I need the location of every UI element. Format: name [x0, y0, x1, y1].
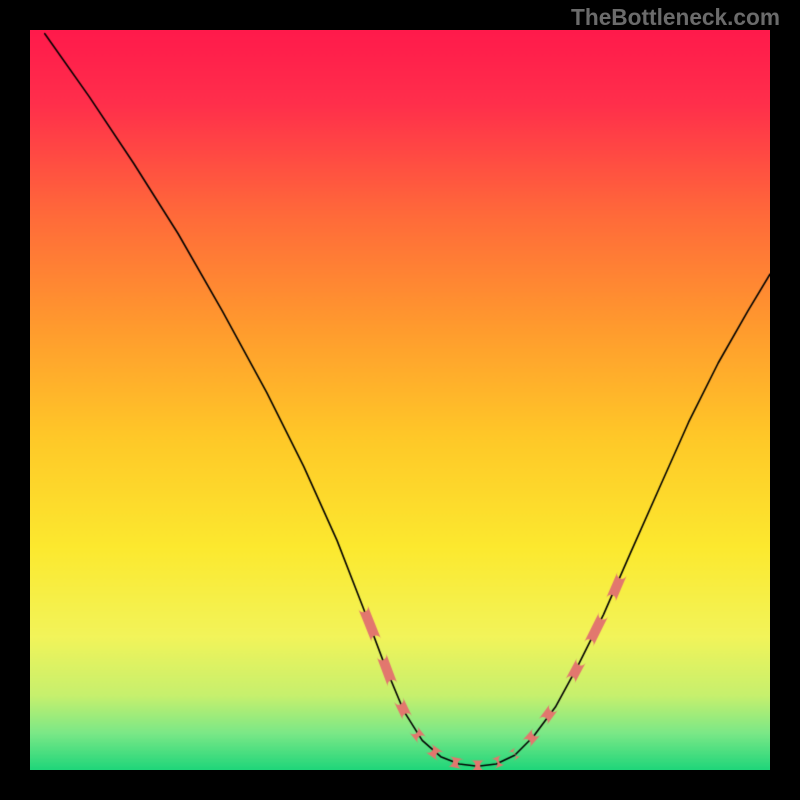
watermark-text: TheBottleneck.com	[571, 4, 780, 31]
chart-stage: TheBottleneck.com	[0, 0, 800, 800]
plot-area	[30, 30, 770, 770]
bottleneck-curve-chart	[30, 30, 770, 770]
